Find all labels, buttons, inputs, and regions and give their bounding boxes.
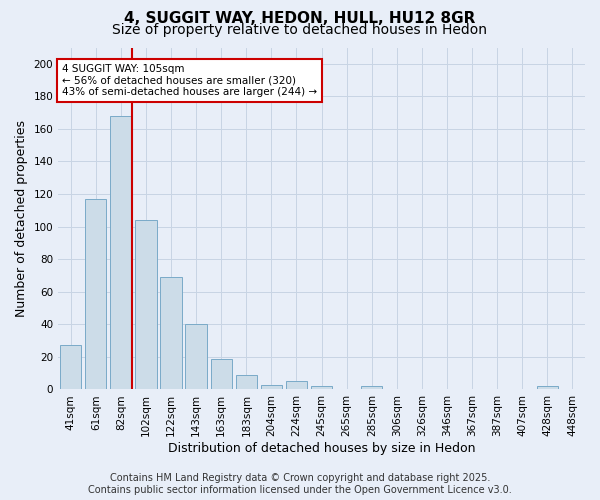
- Bar: [85, 199, 106, 390]
- Bar: [185, 324, 207, 390]
- Bar: [261, 384, 282, 390]
- Bar: [286, 382, 307, 390]
- Text: 4, SUGGIT WAY, HEDON, HULL, HU12 8GR: 4, SUGGIT WAY, HEDON, HULL, HU12 8GR: [124, 11, 476, 26]
- Bar: [211, 358, 232, 390]
- Bar: [361, 386, 382, 390]
- Bar: [537, 386, 558, 390]
- Text: Contains HM Land Registry data © Crown copyright and database right 2025.
Contai: Contains HM Land Registry data © Crown c…: [88, 474, 512, 495]
- Bar: [311, 386, 332, 390]
- Bar: [136, 220, 157, 390]
- Text: 4 SUGGIT WAY: 105sqm
← 56% of detached houses are smaller (320)
43% of semi-deta: 4 SUGGIT WAY: 105sqm ← 56% of detached h…: [62, 64, 317, 97]
- Bar: [160, 277, 182, 390]
- Y-axis label: Number of detached properties: Number of detached properties: [15, 120, 28, 317]
- Bar: [236, 375, 257, 390]
- X-axis label: Distribution of detached houses by size in Hedon: Distribution of detached houses by size …: [168, 442, 475, 455]
- Text: Size of property relative to detached houses in Hedon: Size of property relative to detached ho…: [113, 23, 487, 37]
- Bar: [110, 116, 131, 390]
- Bar: [60, 346, 82, 390]
